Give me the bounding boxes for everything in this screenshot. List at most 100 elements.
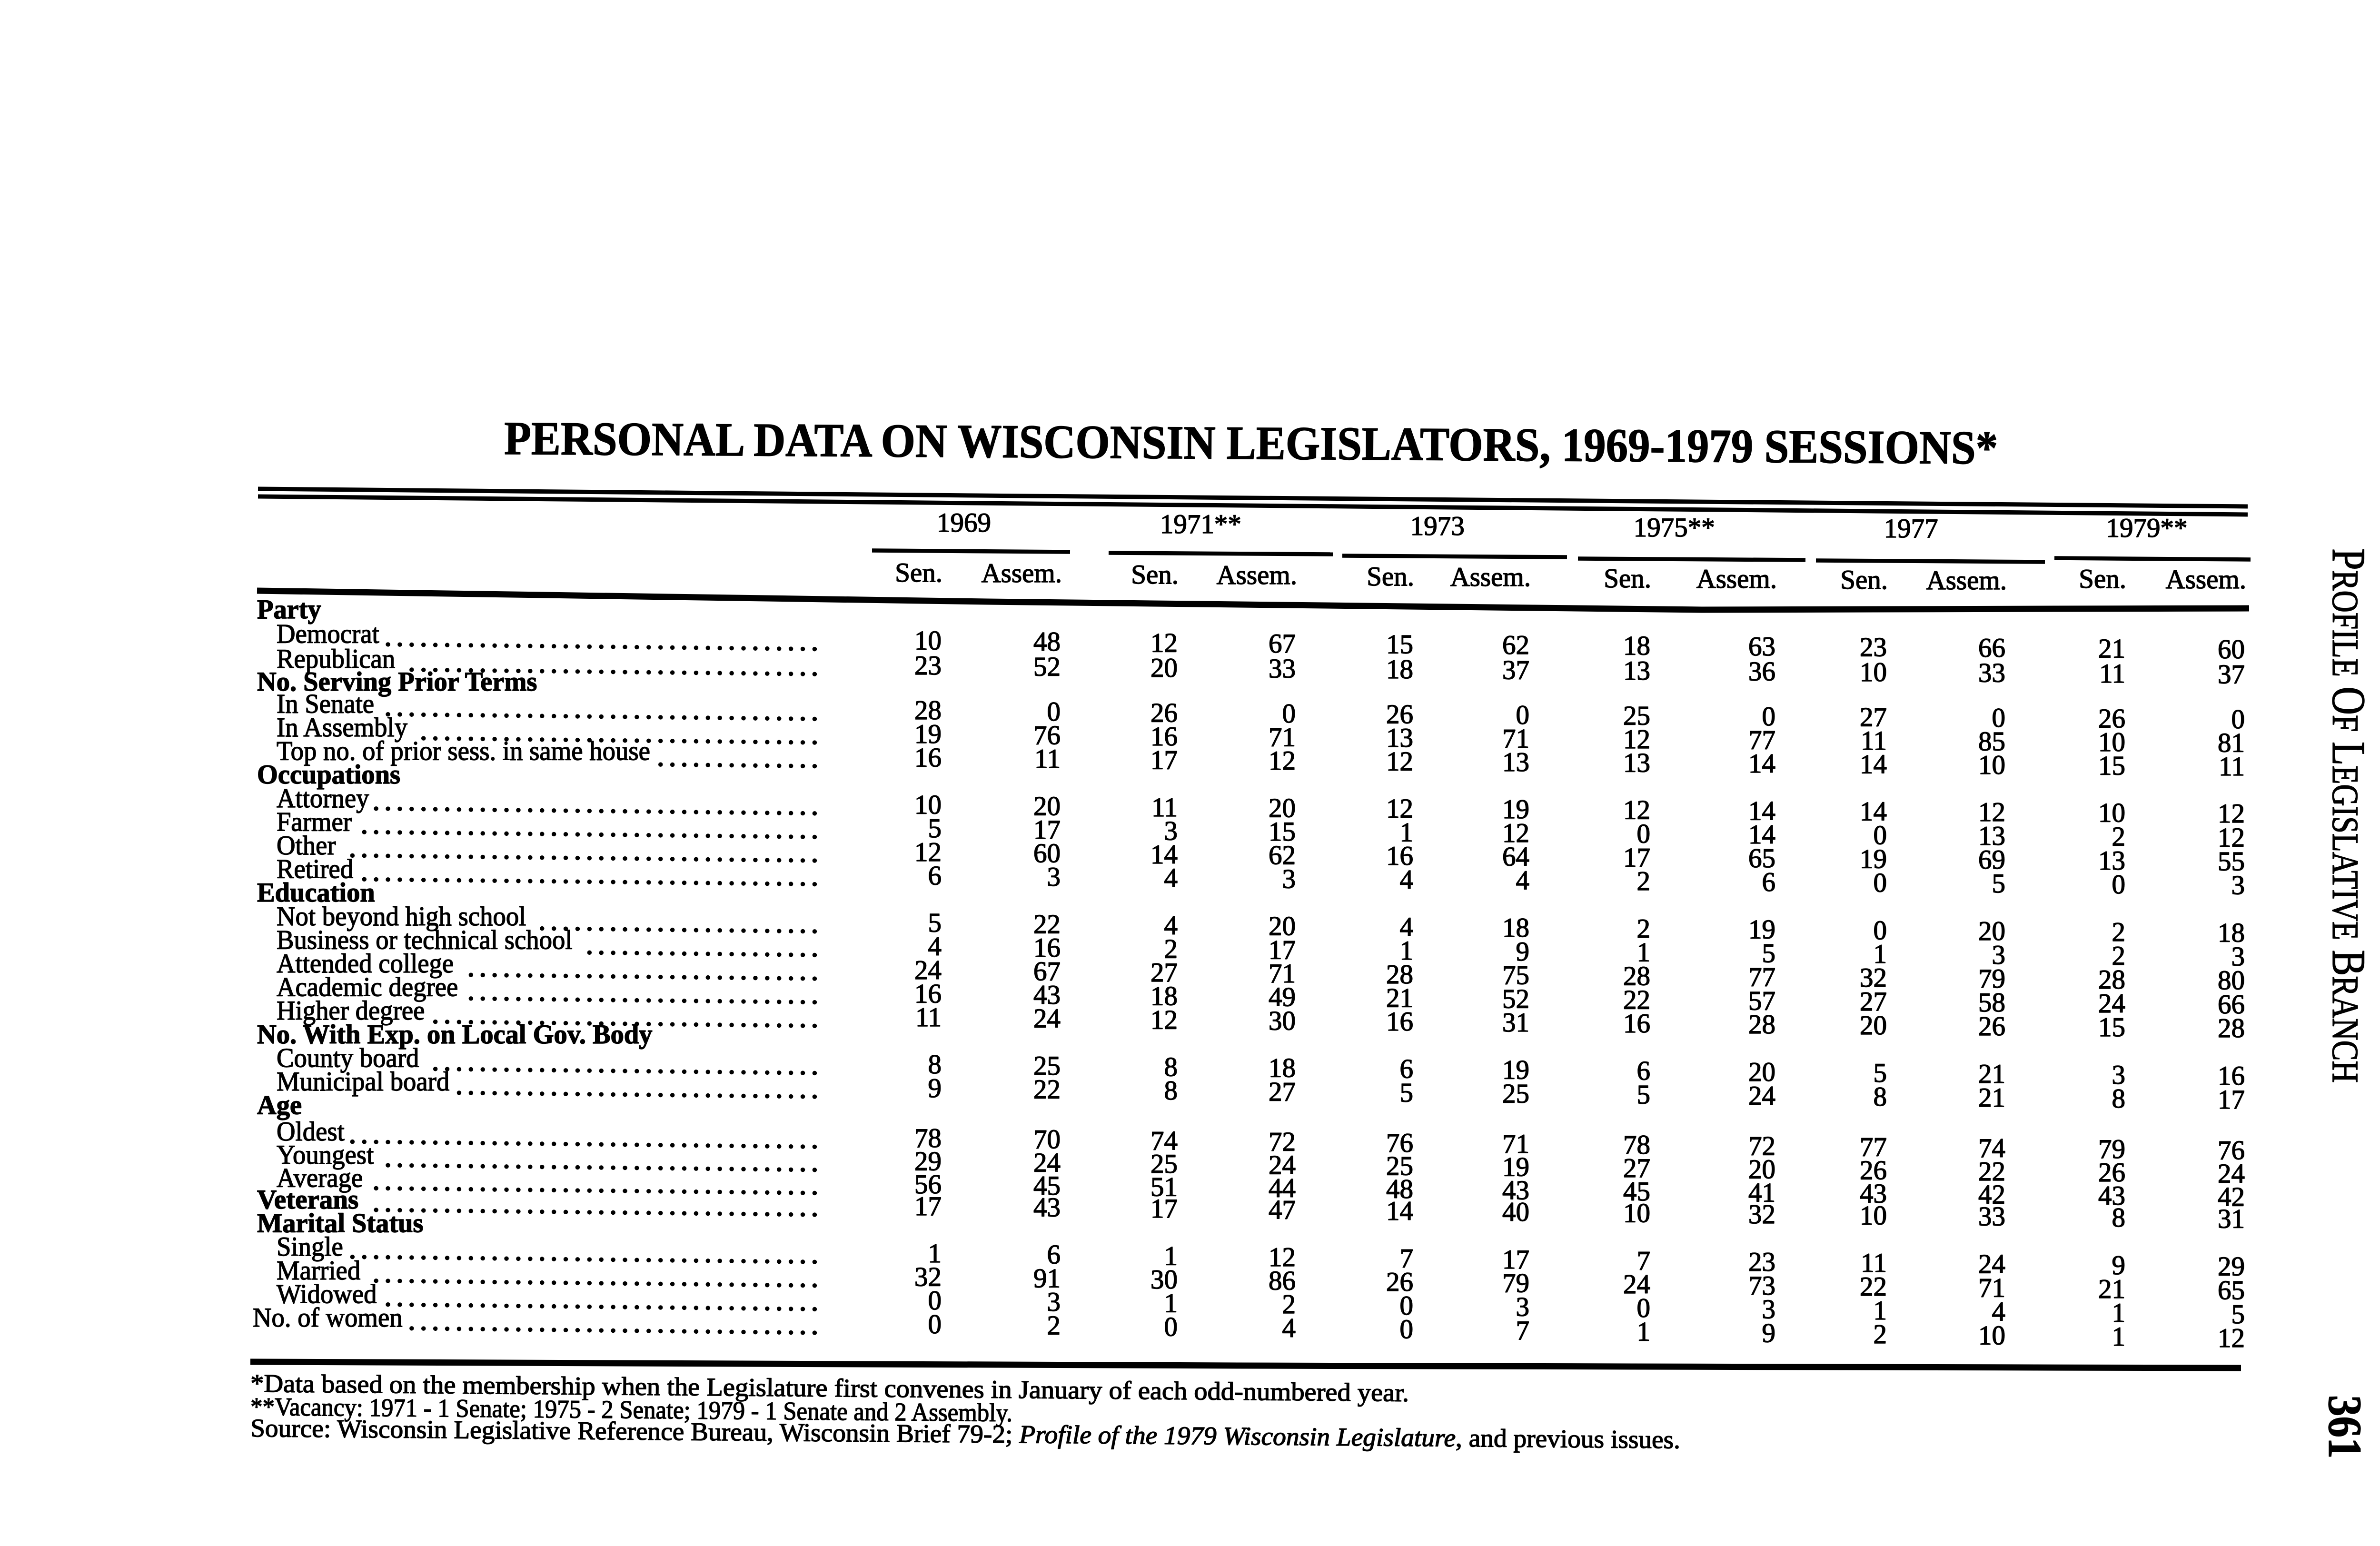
svg-text:56: 56 bbox=[914, 1169, 942, 1199]
svg-text:10: 10 bbox=[1623, 1199, 1650, 1229]
svg-text:3: 3 bbox=[2231, 870, 2245, 900]
svg-text:16: 16 bbox=[1623, 1009, 1650, 1039]
svg-text:1: 1 bbox=[1400, 936, 1414, 966]
svg-text:32: 32 bbox=[914, 1262, 942, 1292]
svg-text:Source: Wisconsin Legislative: Source: Wisconsin Legislative Reference … bbox=[250, 1414, 1013, 1448]
svg-text:Business or technical school: Business or technical school bbox=[277, 925, 573, 955]
svg-text:66: 66 bbox=[2218, 990, 2245, 1020]
svg-text:73: 73 bbox=[1748, 1271, 1775, 1301]
svg-text:64: 64 bbox=[1502, 842, 1529, 872]
svg-text:77: 77 bbox=[1748, 962, 1775, 992]
svg-text:43: 43 bbox=[1502, 1176, 1529, 1206]
svg-text:72: 72 bbox=[1269, 1127, 1296, 1157]
svg-text:12: 12 bbox=[1150, 628, 1178, 658]
svg-text:18: 18 bbox=[1502, 913, 1529, 943]
svg-text:6: 6 bbox=[1762, 867, 1776, 897]
svg-text:5: 5 bbox=[928, 908, 942, 938]
svg-text:13: 13 bbox=[1386, 723, 1413, 753]
svg-text:27: 27 bbox=[1150, 958, 1178, 988]
svg-text:79: 79 bbox=[2098, 1134, 2125, 1164]
svg-text:16: 16 bbox=[914, 979, 942, 1009]
svg-text:Other: Other bbox=[277, 831, 336, 861]
svg-text:1: 1 bbox=[1400, 818, 1414, 848]
svg-text:81: 81 bbox=[2218, 728, 2245, 758]
svg-text:26: 26 bbox=[2098, 1158, 2125, 1188]
svg-text:52: 52 bbox=[1502, 984, 1529, 1014]
svg-text:18: 18 bbox=[1269, 1053, 1296, 1083]
svg-text:1973: 1973 bbox=[1410, 511, 1465, 541]
svg-text:23: 23 bbox=[1748, 1247, 1775, 1277]
svg-text:19: 19 bbox=[1502, 1152, 1529, 1182]
svg-text:1: 1 bbox=[928, 1239, 942, 1269]
svg-text:**Vacancy: 1971 - 1 Senate; 19: **Vacancy: 1971 - 1 Senate; 1975 - 2 Sen… bbox=[250, 1392, 1012, 1427]
svg-text:15: 15 bbox=[1386, 630, 1413, 660]
svg-text:28: 28 bbox=[1386, 960, 1413, 990]
svg-text:20: 20 bbox=[1748, 1057, 1775, 1087]
svg-text:10: 10 bbox=[2098, 798, 2125, 828]
svg-text:12: 12 bbox=[1623, 724, 1650, 754]
svg-text:23: 23 bbox=[914, 651, 942, 681]
svg-text:Not beyond high school: Not beyond high school bbox=[277, 902, 526, 932]
svg-text:77: 77 bbox=[1860, 1132, 1887, 1162]
svg-text:4: 4 bbox=[1992, 1297, 2006, 1327]
svg-text:48: 48 bbox=[1033, 627, 1061, 657]
svg-text:76: 76 bbox=[1033, 721, 1061, 751]
svg-text:10: 10 bbox=[1978, 1321, 2005, 1351]
svg-text:55: 55 bbox=[2218, 846, 2245, 876]
svg-text:5: 5 bbox=[1400, 1078, 1414, 1108]
svg-text:12: 12 bbox=[1623, 795, 1650, 825]
svg-text:2: 2 bbox=[2112, 917, 2126, 947]
svg-text:Sen.: Sen. bbox=[1840, 565, 1888, 595]
svg-text:1: 1 bbox=[2112, 1322, 2126, 1352]
svg-text:Assem.: Assem. bbox=[1217, 560, 1297, 590]
svg-text:71: 71 bbox=[1502, 1129, 1529, 1159]
svg-text:28: 28 bbox=[914, 695, 942, 725]
svg-text:11: 11 bbox=[1151, 793, 1178, 823]
svg-text:12: 12 bbox=[1386, 794, 1413, 824]
svg-text:48: 48 bbox=[1386, 1174, 1413, 1204]
svg-text:12: 12 bbox=[2218, 799, 2245, 829]
svg-text:1: 1 bbox=[1874, 939, 1887, 969]
svg-text:91: 91 bbox=[1033, 1263, 1061, 1293]
svg-text:6: 6 bbox=[928, 861, 942, 891]
svg-text:In Senate: In Senate bbox=[277, 689, 374, 719]
svg-text:3: 3 bbox=[1762, 1295, 1776, 1325]
svg-text:Academic degree: Academic degree bbox=[277, 972, 458, 1002]
svg-text:3: 3 bbox=[1282, 864, 1296, 894]
svg-text:57: 57 bbox=[1748, 986, 1775, 1016]
svg-text:7: 7 bbox=[1516, 1316, 1530, 1346]
svg-text:65: 65 bbox=[2218, 1276, 2245, 1306]
svg-text:29: 29 bbox=[914, 1147, 942, 1177]
svg-text:5: 5 bbox=[2231, 1299, 2245, 1329]
svg-text:28: 28 bbox=[1748, 1010, 1775, 1040]
svg-text:26: 26 bbox=[1860, 1156, 1887, 1186]
svg-text:22: 22 bbox=[1033, 909, 1061, 939]
svg-text:4: 4 bbox=[1400, 912, 1414, 942]
svg-text:24: 24 bbox=[1269, 1150, 1296, 1180]
svg-text:27: 27 bbox=[1860, 987, 1887, 1017]
svg-text:6: 6 bbox=[1400, 1054, 1414, 1084]
svg-text:Democrat: Democrat bbox=[277, 619, 379, 649]
svg-text:24: 24 bbox=[1748, 1081, 1775, 1111]
svg-text:76: 76 bbox=[2218, 1135, 2245, 1165]
svg-text:37: 37 bbox=[2218, 660, 2245, 690]
svg-text:20: 20 bbox=[1748, 1154, 1775, 1184]
svg-text:24: 24 bbox=[914, 955, 942, 985]
svg-text:8: 8 bbox=[1164, 1052, 1178, 1082]
svg-text:69: 69 bbox=[1978, 845, 2005, 875]
svg-text:43: 43 bbox=[1033, 980, 1061, 1010]
svg-text:60: 60 bbox=[1033, 839, 1061, 869]
svg-text:77: 77 bbox=[1748, 725, 1775, 755]
svg-text:11: 11 bbox=[1861, 1248, 1887, 1278]
svg-text:15: 15 bbox=[2098, 1012, 2125, 1042]
svg-text:Assem.: Assem. bbox=[2166, 565, 2246, 595]
svg-text:0: 0 bbox=[1400, 1315, 1414, 1345]
svg-text:21: 21 bbox=[1978, 1083, 2005, 1113]
svg-text:Assem.: Assem. bbox=[1450, 562, 1531, 592]
svg-text:19: 19 bbox=[1502, 794, 1529, 824]
svg-text:County board: County board bbox=[277, 1043, 419, 1073]
svg-text:Assem.: Assem. bbox=[1696, 564, 1777, 594]
svg-text:0: 0 bbox=[928, 1309, 942, 1339]
svg-text:22: 22 bbox=[1860, 1272, 1887, 1302]
svg-text:44: 44 bbox=[1269, 1173, 1296, 1203]
